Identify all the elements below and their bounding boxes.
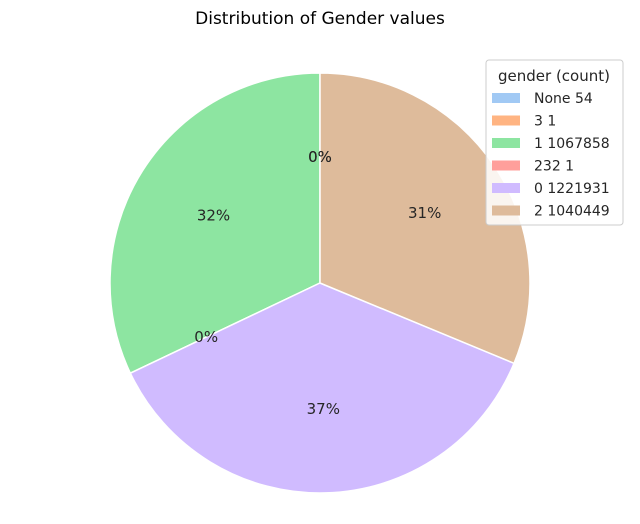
pie-percent-labels: 0%0%32%0%37%31%: [194, 148, 441, 418]
legend-label: None 54: [534, 91, 593, 107]
slice-percent-label: 31%: [408, 204, 441, 222]
legend-label: 3 1: [534, 114, 556, 130]
pie-slices: [109, 72, 531, 494]
legend-title: gender (count): [498, 67, 610, 85]
chart-title: Distribution of Gender values: [195, 9, 445, 29]
legend-label: 2 1040449: [534, 204, 610, 220]
legend: gender (count) None 54 3 1 1 1067858 232 1 0…: [485, 59, 624, 226]
legend-label: 1 1067858: [534, 136, 610, 152]
legend-label: 0 1221931: [534, 181, 610, 197]
slice-percent-label: 0%: [308, 148, 332, 166]
legend-swatch: [492, 205, 520, 216]
legend-swatch: [492, 138, 520, 148]
pie-slice: [109, 72, 321, 374]
slice-percent-label: 0%: [308, 148, 332, 166]
slice-percent-label: 32%: [197, 207, 230, 225]
legend-frame: [485, 59, 624, 226]
slice-percent-label: 37%: [307, 400, 340, 418]
legend-items: None 54 3 1 1 1067858 232 1 0 1221931 2 10404…: [492, 91, 610, 220]
legend-swatch: [492, 160, 520, 171]
pie-slice: [129, 282, 515, 494]
legend-label: 232 1: [534, 159, 574, 175]
legend-swatch: [492, 183, 520, 193]
slice-percent-label: 0%: [194, 328, 218, 346]
legend-swatch: [492, 93, 520, 103]
legend-swatch: [492, 115, 520, 126]
